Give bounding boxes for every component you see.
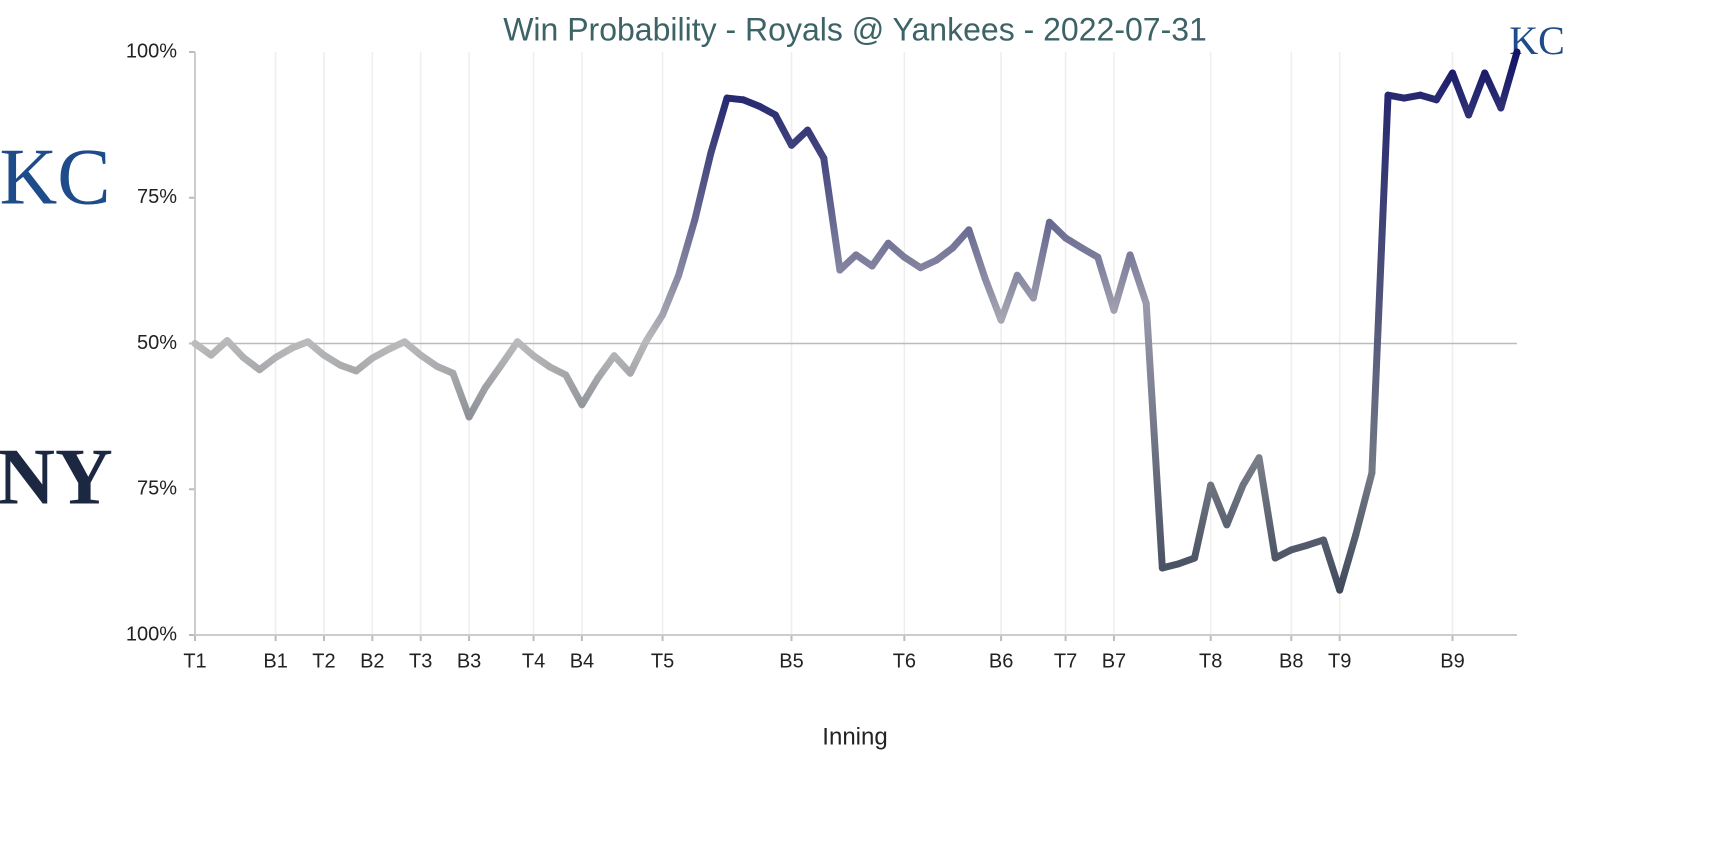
- y-tick-label: 100%: [126, 623, 177, 645]
- line-segment: [836, 251, 860, 274]
- line-segment: [1432, 69, 1457, 104]
- x-tick-label: B5: [779, 650, 803, 672]
- line-segment: [1110, 251, 1134, 314]
- line-segment: [1029, 218, 1053, 302]
- line-segment: [1094, 253, 1118, 314]
- x-tick-label: T4: [522, 650, 545, 672]
- line-segment: [1320, 536, 1344, 594]
- royals-logo: KC: [0, 133, 111, 221]
- line-segment: [642, 311, 667, 345]
- line-segment: [1465, 69, 1489, 119]
- x-tick-label: T2: [312, 650, 335, 672]
- x-tick-label: T3: [409, 650, 432, 672]
- x-tick-label: B3: [457, 650, 481, 672]
- x-tick-label: T5: [651, 650, 674, 672]
- line-segment: [965, 226, 989, 282]
- line-segment: [223, 337, 247, 361]
- line-segment: [1126, 251, 1150, 307]
- line-segment: [1223, 481, 1247, 529]
- y-tick-label: 75%: [137, 478, 177, 500]
- x-tick-label: B9: [1440, 650, 1464, 672]
- line-segment: [1045, 218, 1070, 242]
- line-segment: [691, 149, 715, 224]
- line-segment: [1255, 454, 1279, 562]
- line-segment: [771, 111, 796, 149]
- line-segment: [949, 226, 973, 252]
- line-segment: [513, 338, 538, 360]
- x-tick-label: B7: [1102, 650, 1126, 672]
- y-tick-label: 100%: [126, 40, 177, 62]
- line-segment: [1449, 69, 1473, 119]
- line-segment: [449, 369, 473, 421]
- line-segment: [981, 274, 1005, 324]
- x-tick-label: B6: [989, 650, 1013, 672]
- line-segment: [788, 126, 812, 149]
- line-segment: [804, 126, 828, 162]
- line-segment: [497, 338, 521, 369]
- line-segment: [659, 271, 683, 319]
- line-segment: [626, 337, 650, 377]
- line-segment: [562, 371, 586, 409]
- line-segment: [1352, 469, 1376, 539]
- yankees-logo: NY: [0, 433, 113, 521]
- x-tick-label: T9: [1328, 650, 1351, 672]
- chart-title: Win Probability - Royals @ Yankees - 202…: [503, 11, 1207, 47]
- line-segment: [997, 271, 1021, 324]
- line-segment: [610, 352, 634, 377]
- x-tick-label: B8: [1279, 650, 1303, 672]
- line-segment: [1207, 481, 1231, 529]
- x-axis-label: Inning: [822, 723, 887, 750]
- line-segment: [868, 239, 892, 270]
- line-segment: [1497, 48, 1521, 112]
- line-segment: [207, 337, 231, 359]
- line-segment: [465, 384, 489, 421]
- line-segment: [884, 239, 908, 261]
- line-segment: [481, 361, 505, 392]
- line-segment: [707, 94, 731, 157]
- line-segment: [594, 352, 618, 382]
- line-segment: [1368, 91, 1392, 477]
- line-segment: [820, 154, 844, 274]
- x-tick-label: B4: [570, 650, 594, 672]
- x-tick-label: T6: [893, 650, 916, 672]
- x-tick-label: T7: [1054, 650, 1077, 672]
- line-segment: [675, 216, 699, 279]
- x-tick-label: T8: [1199, 650, 1222, 672]
- x-tick-label: B2: [360, 650, 384, 672]
- line-segment: [1191, 481, 1215, 562]
- line-segment: [1142, 299, 1166, 572]
- line-segment: [1481, 69, 1505, 112]
- x-tick-label: T1: [183, 650, 206, 672]
- line-segment: [578, 374, 602, 409]
- y-tick-label: 50%: [137, 332, 177, 354]
- x-tick-label: B1: [263, 650, 287, 672]
- y-tick-label: 75%: [137, 186, 177, 208]
- line-segment: [1336, 531, 1360, 594]
